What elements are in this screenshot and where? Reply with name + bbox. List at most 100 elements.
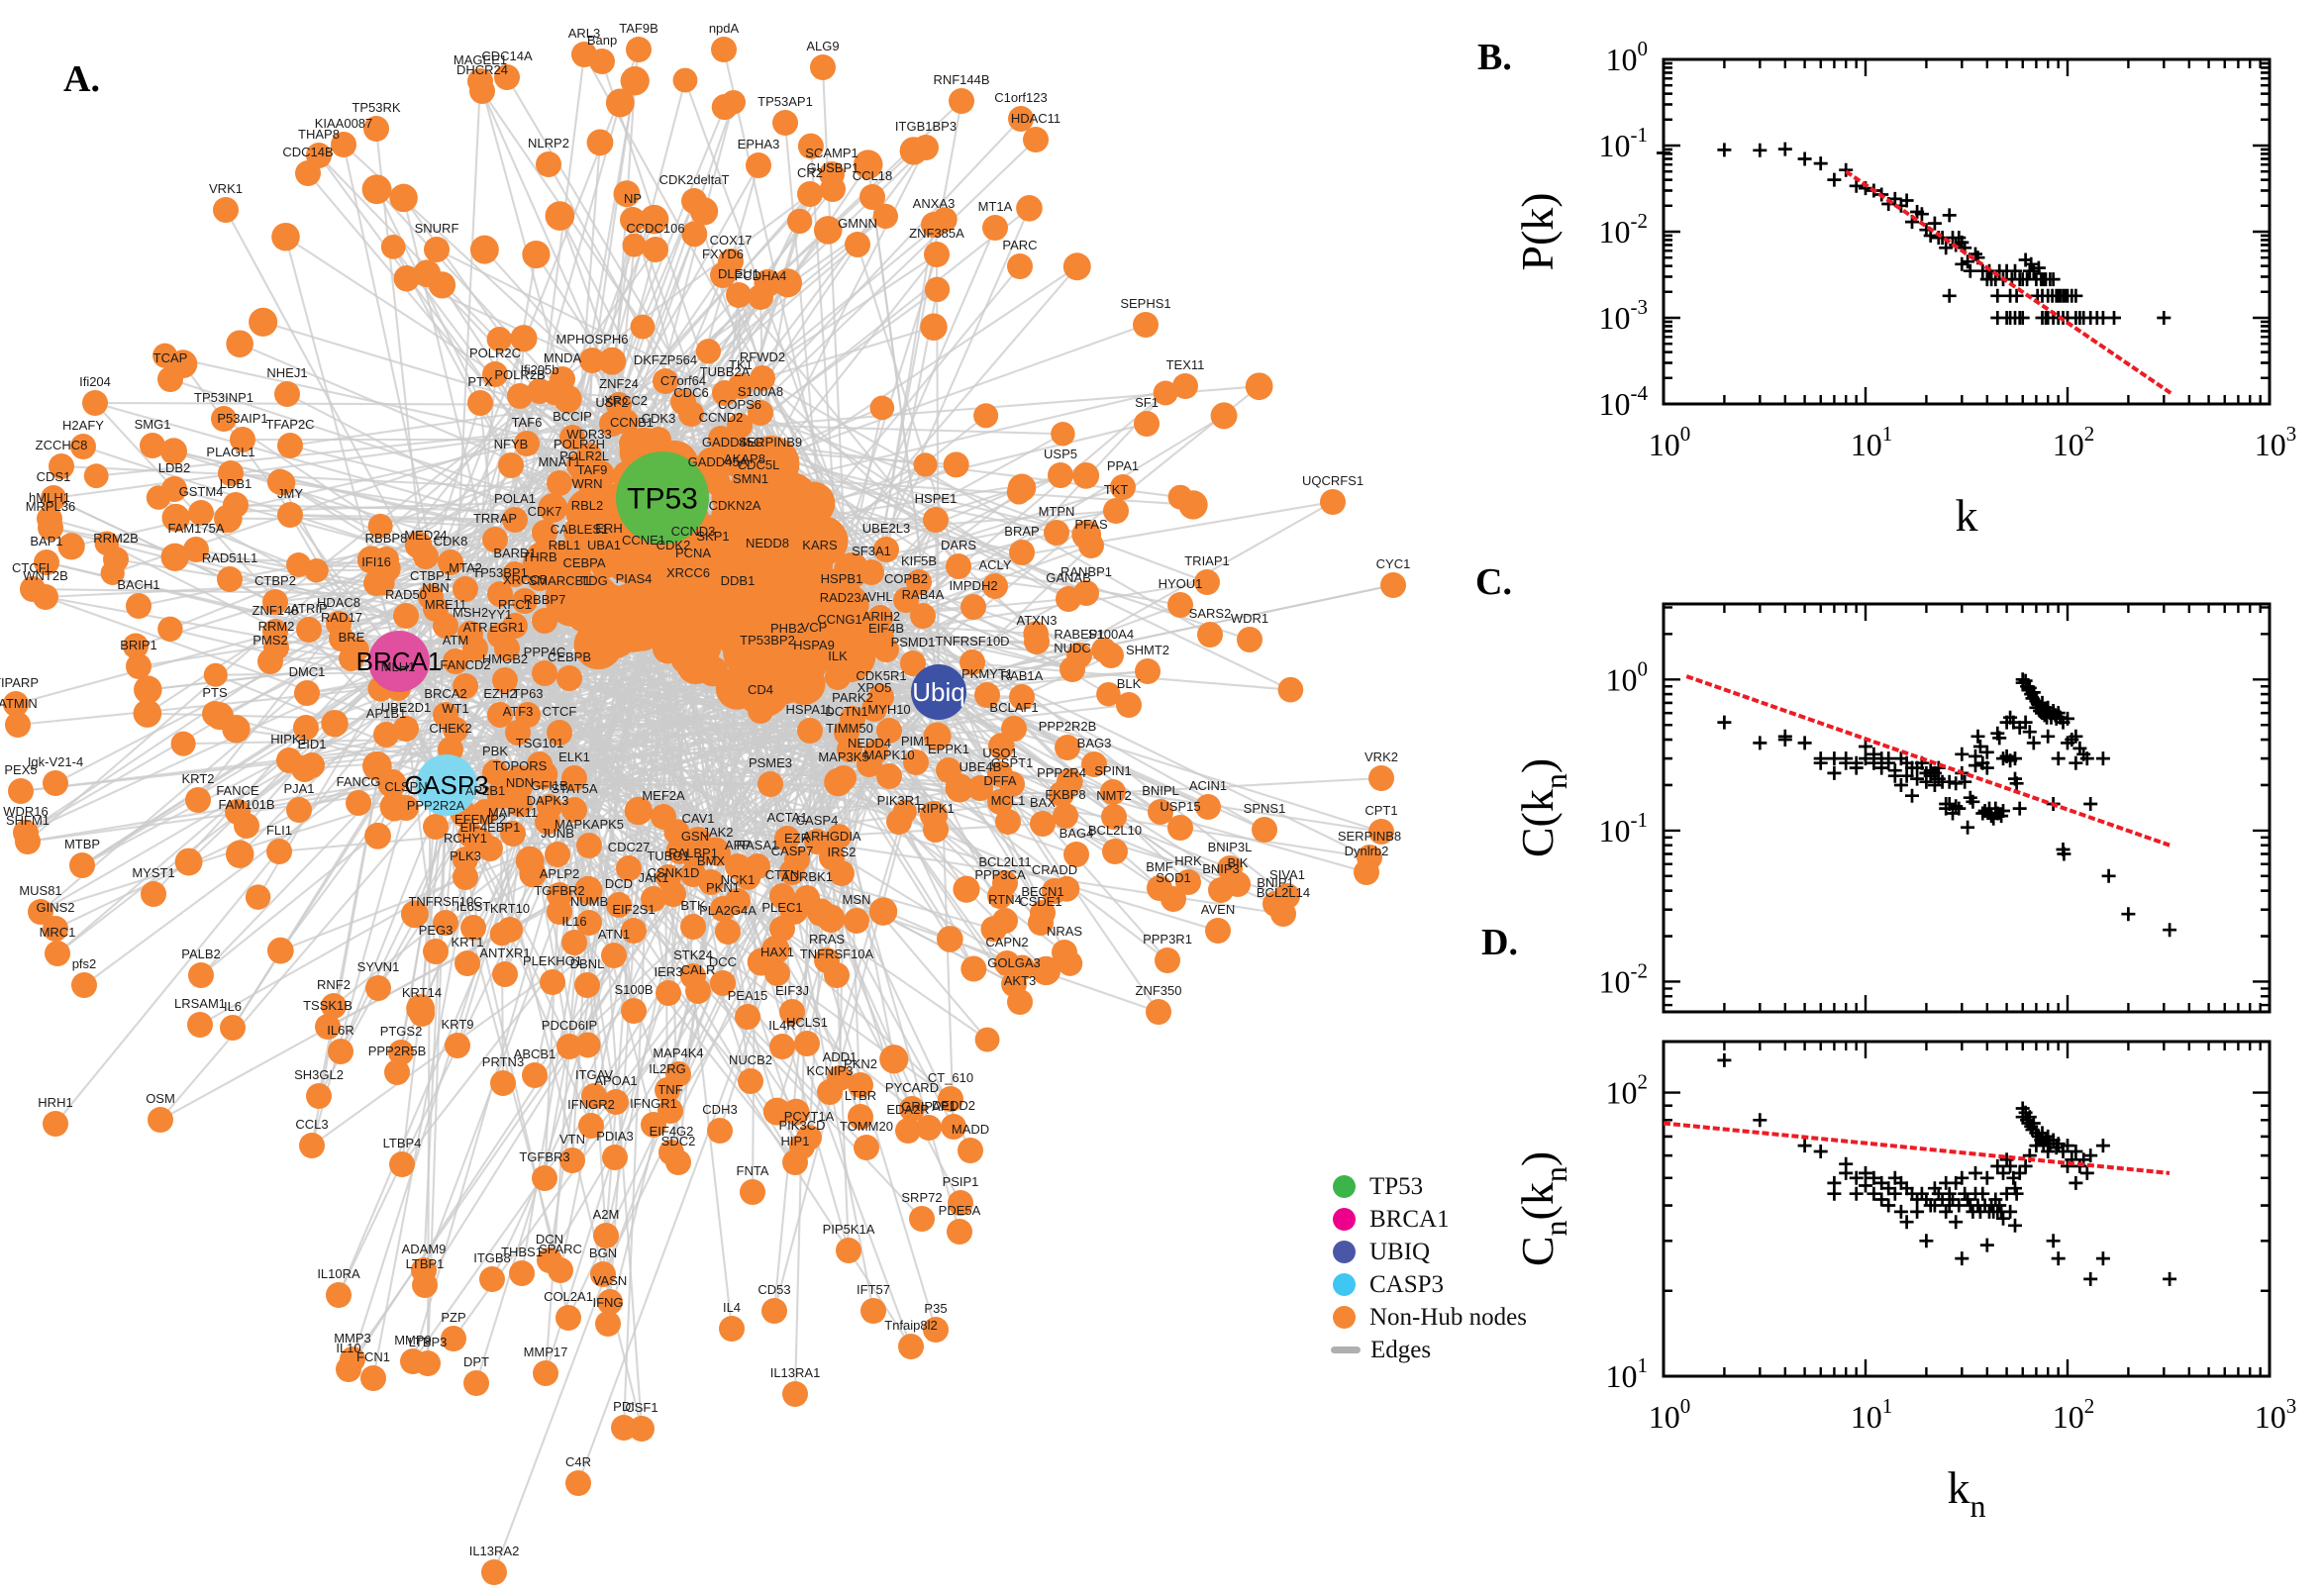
node-label: SMG1	[135, 417, 171, 432]
network-node	[621, 918, 647, 944]
network-node	[595, 1311, 621, 1337]
network-node	[992, 908, 1018, 934]
x-axis-label: kn	[1948, 1462, 1986, 1524]
network-node	[527, 751, 553, 777]
network-node	[629, 1416, 655, 1442]
node-swatch-icon	[1333, 1273, 1356, 1296]
network-node	[174, 848, 203, 876]
network-node	[482, 361, 508, 387]
node-label: USP5	[1044, 447, 1077, 461]
network-node	[157, 366, 183, 392]
network-node	[1172, 373, 1198, 399]
network-node	[552, 553, 577, 579]
network-node	[631, 549, 656, 574]
node-label: GMNN	[838, 216, 877, 231]
edge-swatch-icon	[1331, 1347, 1361, 1353]
network-node	[202, 701, 228, 727]
network-node	[725, 853, 751, 879]
network-node	[561, 797, 587, 823]
network-node	[924, 242, 950, 267]
node-label: DHCR24	[456, 62, 508, 77]
node-label: TFAP2C	[265, 417, 314, 432]
network-node	[367, 513, 393, 539]
network-node	[827, 824, 853, 849]
network-node	[762, 579, 790, 607]
node-label: CCL18	[853, 168, 892, 183]
network-node	[712, 380, 738, 406]
network-node	[3, 691, 29, 717]
network-node	[672, 67, 698, 93]
network-hubs: TP53 BRCA1 CASP3 Ubiq	[356, 451, 966, 816]
network-node	[249, 307, 278, 337]
network-node	[738, 1068, 763, 1094]
network-node	[710, 896, 736, 922]
node-label: MAGEE1	[454, 52, 507, 67]
network-node	[363, 116, 389, 142]
network-node	[774, 637, 800, 662]
network-node	[705, 470, 731, 496]
legend-item: Non-Hub nodes	[1333, 1301, 1527, 1334]
node-label: POLR2B	[494, 367, 545, 382]
node-label: Ifi204	[79, 374, 111, 389]
network-node	[346, 790, 371, 816]
network-node	[794, 885, 820, 911]
network-node	[747, 512, 785, 550]
node-label: H2AFY	[62, 418, 104, 433]
network-node	[393, 716, 419, 742]
node-label: CDK2deltaT	[659, 172, 730, 187]
network-node	[987, 789, 1013, 815]
node-label: SNURF	[415, 221, 459, 236]
network-node	[373, 722, 399, 748]
network-node	[438, 549, 463, 575]
tick-label: 103	[2255, 422, 2297, 462]
network-node	[527, 565, 553, 591]
node-label: SCAMP1	[805, 146, 858, 160]
network-node	[1008, 106, 1034, 132]
tick-label: 102	[2053, 1394, 2095, 1435]
node-label: LDB2	[158, 460, 191, 475]
node-label: XRCC2	[604, 393, 648, 408]
network-node	[15, 829, 41, 854]
network-node	[1178, 490, 1208, 520]
node-label: HDAC11	[1011, 111, 1060, 126]
node-label: LDB1	[220, 476, 252, 491]
plot-frame	[1662, 57, 2272, 406]
network-node	[218, 460, 244, 486]
axis-ticks	[1662, 604, 2272, 1012]
node-label: MPHOSPH6	[556, 332, 629, 347]
network-node	[872, 203, 898, 230]
network-node	[794, 1031, 820, 1056]
network-node	[909, 1206, 935, 1232]
node-label: COX17	[710, 233, 753, 248]
network-node	[536, 151, 561, 177]
node-label: ZNF24	[599, 376, 639, 391]
network-node	[597, 1289, 623, 1315]
network-node	[698, 869, 724, 895]
node-label: ANXA3	[913, 196, 956, 211]
legend-item: CASP3	[1333, 1268, 1527, 1301]
tick-label: 101	[1851, 1394, 1893, 1435]
network-node	[947, 1219, 972, 1245]
network-node	[653, 368, 678, 394]
network-node	[500, 821, 526, 847]
network-node	[646, 427, 671, 452]
network-node	[685, 978, 711, 1004]
panel-label-c: C.	[1475, 561, 1512, 603]
axis-ticks	[1662, 57, 2272, 406]
network-node	[565, 1470, 591, 1496]
network-node	[1051, 422, 1075, 447]
network-node	[502, 561, 528, 587]
network-node	[697, 655, 729, 687]
network-node	[1023, 127, 1049, 152]
node-label: ZCCHC8	[36, 438, 88, 452]
node-swatch-icon	[1333, 1241, 1356, 1263]
network-node	[188, 962, 214, 988]
network-node	[994, 950, 1020, 976]
network-node	[1133, 312, 1159, 338]
network-node	[271, 222, 300, 251]
network-node	[361, 174, 392, 205]
node-label: S100A4	[1088, 627, 1134, 642]
network-node	[825, 664, 851, 690]
network-node	[363, 570, 389, 596]
network-node	[159, 438, 188, 465]
